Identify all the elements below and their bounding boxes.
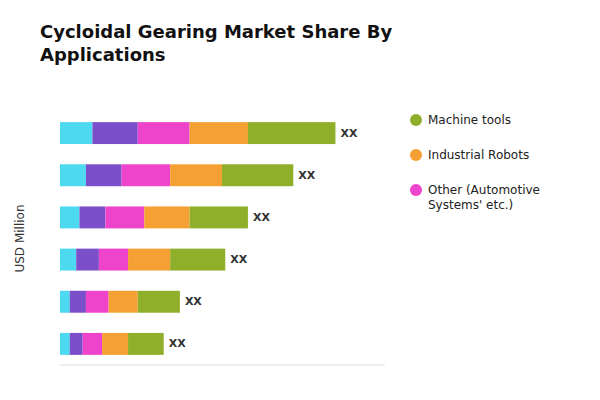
bar-segment	[60, 164, 86, 186]
bars	[60, 122, 335, 355]
bar-segment	[60, 249, 76, 271]
bar-segment	[248, 122, 335, 144]
bar-segment	[128, 249, 170, 271]
bar-segment	[222, 164, 293, 186]
bar-segment	[138, 122, 190, 144]
legend-label: Other (AutomotiveSystems' etc.)	[428, 183, 540, 212]
bar-annotation: XX	[340, 127, 357, 140]
x-axis-line	[60, 365, 385, 366]
bar-segment	[109, 291, 138, 313]
bar-segment	[170, 164, 222, 186]
bar-segment	[138, 291, 180, 313]
bar-segment	[144, 206, 189, 228]
bar-segment	[122, 164, 171, 186]
bar-segment	[92, 122, 137, 144]
bar-annotation: XX	[298, 169, 315, 182]
bar-segment	[170, 249, 225, 271]
legend-marker	[410, 184, 422, 196]
bar-segment	[102, 333, 128, 355]
y-axis-label: USD Million	[13, 204, 27, 272]
bar-segment	[79, 206, 105, 228]
legend-label: Industrial Robots	[428, 148, 529, 162]
legend-marker	[410, 114, 422, 126]
title: Cycloidal Gearing Market Share ByApplica…	[40, 21, 392, 65]
text-line: Industrial Robots	[428, 148, 529, 162]
legend-label: Machine tools	[428, 113, 511, 127]
text-line: Cycloidal Gearing Market Share By	[40, 21, 392, 42]
bar-segment	[70, 333, 83, 355]
legend-marker	[410, 149, 422, 161]
bar-segment	[99, 249, 128, 271]
legend: Machine tools Industrial Robots Other (Aut…	[410, 113, 540, 212]
bar-segment	[70, 291, 86, 313]
chart: Cycloidal Gearing Market Share ByApplica…	[0, 0, 600, 400]
bar-segment	[190, 122, 248, 144]
bar-segment	[60, 206, 79, 228]
bar-segment	[105, 206, 144, 228]
bar-annotation: XX	[253, 211, 270, 224]
text-line: Systems' etc.)	[428, 198, 513, 212]
text-line: Machine tools	[428, 113, 511, 127]
bar-segment	[86, 291, 109, 313]
bar-segment	[60, 291, 70, 313]
bar-annotation: XX	[169, 337, 186, 350]
bar-segment	[60, 333, 70, 355]
text-line: Other (Automotive	[428, 183, 540, 197]
bar-annotation: XX	[185, 295, 202, 308]
bar-annotation: XX	[230, 253, 247, 266]
text-line: Applications	[40, 44, 166, 65]
bar-segment	[83, 333, 102, 355]
bar-segment	[128, 333, 164, 355]
bar-segment	[60, 122, 92, 144]
bar-segment	[86, 164, 122, 186]
bar-segment	[76, 249, 99, 271]
bar-segment	[190, 206, 248, 228]
